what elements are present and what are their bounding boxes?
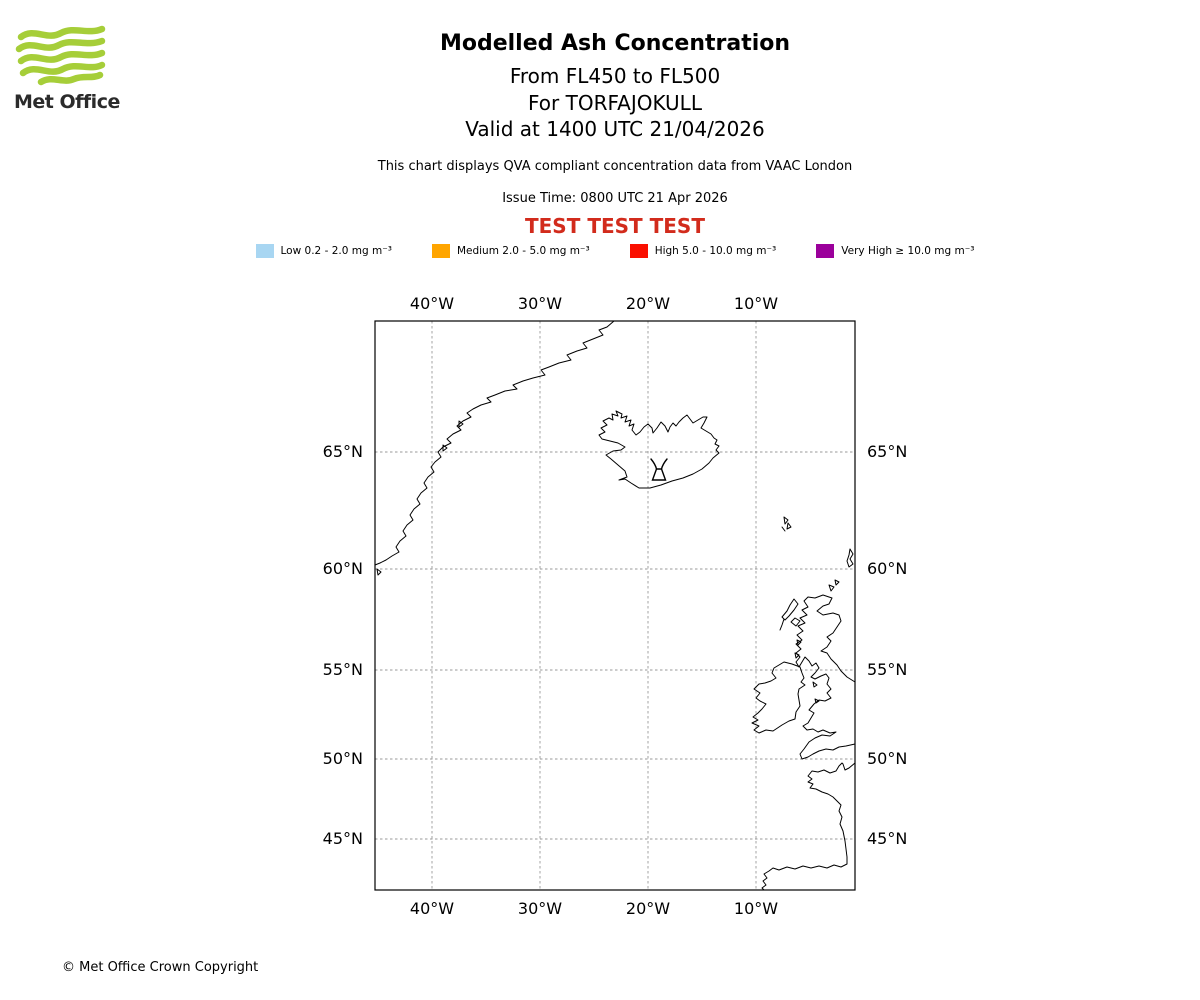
lon-label-top: 10°W [734,294,778,313]
lat-label-left: 45°N [323,829,363,848]
map-frame [374,320,856,891]
lon-label-bottom: 20°W [626,899,670,918]
lon-label-top: 40°W [410,294,454,313]
title-volcano-name: For TORFAJOKULL [528,91,702,115]
legend-item-medium: Medium 2.0 - 5.0 mg m⁻³ [431,244,590,258]
legend-label-very-high: Very High ≥ 10.0 mg m⁻³ [841,245,975,257]
ireland-coastline [751,661,806,734]
lat-label-left: 50°N [323,749,363,768]
greenland-islets [376,420,464,576]
coastlines [374,320,856,891]
greenland-coastline [374,320,615,566]
ash-concentration-map: 40°W 30°W 20°W 10°W 40°W 30°W 20°W 10°W … [323,294,908,918]
legend-swatch-medium [431,244,450,258]
lat-label-left: 55°N [323,660,363,679]
test-banner: TEST TEST TEST [525,214,705,238]
faroe-islands [781,516,792,532]
issue-time: Issue Time: 0800 UTC 21 Apr 2026 [502,191,728,206]
continental-europe-coastline [761,762,856,891]
lon-label-top: 20°W [626,294,670,313]
met-office-logo: Met Office [14,24,124,113]
legend-label-medium: Medium 2.0 - 5.0 mg m⁻³ [456,245,590,257]
lat-label-right: 50°N [867,749,907,768]
iceland-coastline [598,410,720,489]
lon-label-bottom: 30°W [518,899,562,918]
anglesey-island [814,698,820,704]
volcano-icon [650,458,668,481]
lon-label-bottom: 10°W [734,899,778,918]
lat-label-right: 65°N [867,442,907,461]
skye-island [790,617,801,627]
qva-compliance-note: This chart displays QVA compliant concen… [377,159,853,174]
shetland-islands [846,548,854,568]
legend-label-low: Low 0.2 - 2.0 mg m⁻³ [280,245,392,257]
grid-lines [375,321,855,890]
legend-swatch-high [629,244,648,258]
lat-label-right: 55°N [867,660,907,679]
lon-label-top: 30°W [518,294,562,313]
logo-wordmark: Met Office [14,91,120,113]
lat-label-left: 65°N [323,442,363,461]
axis-labels: 40°W 30°W 20°W 10°W 40°W 30°W 20°W 10°W … [323,294,908,918]
legend-item-high: High 5.0 - 10.0 mg m⁻³ [629,244,777,258]
lon-label-bottom: 40°W [410,899,454,918]
legend-item-low: Low 0.2 - 2.0 mg m⁻³ [255,244,392,258]
logo-waves-icon [15,25,106,86]
legend-item-very-high: Very High ≥ 10.0 mg m⁻³ [816,244,974,258]
title-valid-time: Valid at 1400 UTC 21/04/2026 [465,117,765,141]
legend-swatch-very-high [816,244,835,258]
page-title: Modelled Ash Concentration [439,31,791,56]
copyright-notice: © Met Office Crown Copyright [62,960,259,975]
lat-label-right: 60°N [867,559,907,578]
lat-label-left: 60°N [323,559,363,578]
legend-swatch-low [255,244,274,258]
great-britain-coastline [795,594,856,760]
concentration-legend: Low 0.2 - 2.0 mg m⁻³ Medium 2.0 - 5.0 mg… [30,244,1200,258]
hebrides-islands [779,598,799,631]
inner-isles [794,639,802,659]
lat-label-right: 45°N [867,829,907,848]
orkney-islands [828,579,840,592]
title-flight-levels: From FL450 to FL500 [509,64,721,88]
legend-label-high: High 5.0 - 10.0 mg m⁻³ [654,245,777,257]
isle-of-man [812,681,818,688]
